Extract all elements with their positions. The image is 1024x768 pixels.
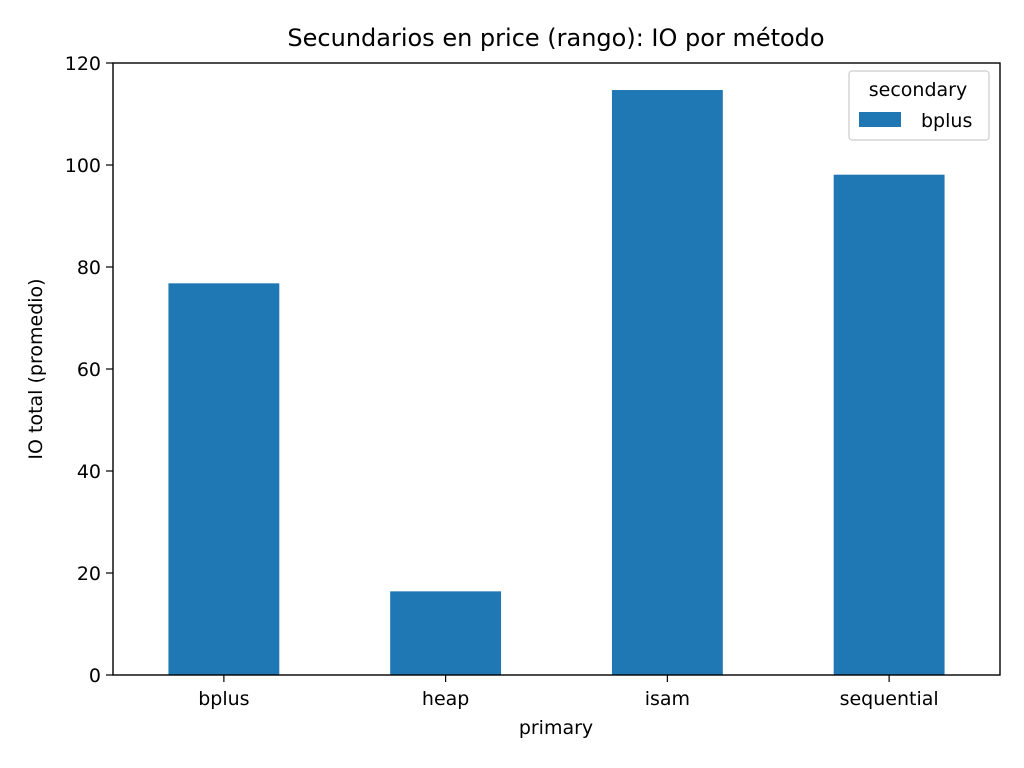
x-tick-label-isam: isam — [645, 688, 690, 710]
x-axis-label: primary — [519, 717, 593, 739]
y-axis-label: IO total (promedio) — [25, 278, 47, 459]
bars-group — [168, 90, 945, 675]
y-tick-label: 60 — [77, 359, 101, 381]
legend: secondary bplus — [848, 70, 990, 141]
y-tick-label: 80 — [77, 257, 101, 279]
y-tick-label: 20 — [77, 563, 101, 585]
x-axis-ticks: bplus heap isam sequential — [198, 675, 939, 710]
x-tick-label-sequential: sequential — [840, 688, 939, 710]
legend-swatch — [859, 112, 901, 127]
x-tick-label-bplus: bplus — [198, 688, 249, 710]
legend-label: bplus — [921, 110, 972, 132]
chart-title: Secundarios en price (rango): IO por mét… — [287, 24, 824, 52]
bar-sequential — [833, 174, 945, 675]
x-tick-label-heap: heap — [422, 688, 469, 710]
plot-frame — [112, 62, 1001, 676]
y-axis-ticks: 0 20 40 60 80 100 120 — [65, 53, 113, 687]
bar-bplus — [168, 283, 280, 675]
y-tick-label: 120 — [65, 53, 101, 75]
legend-title: secondary — [869, 79, 967, 101]
y-tick-label: 0 — [89, 665, 101, 687]
y-tick-label: 40 — [77, 461, 101, 483]
bar-heap — [390, 591, 502, 675]
y-tick-label: 100 — [65, 155, 101, 177]
bar-isam — [611, 90, 723, 675]
